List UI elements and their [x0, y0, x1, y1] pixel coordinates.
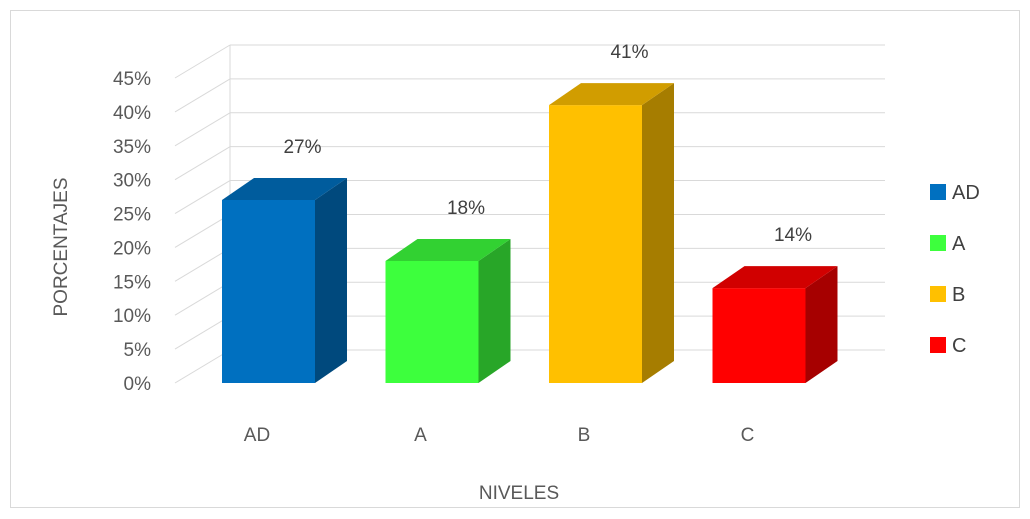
legend-swatch	[930, 286, 946, 302]
bar-top	[385, 239, 511, 261]
gridline-side	[174, 146, 231, 181]
bar-front	[222, 200, 315, 383]
bar-front	[712, 288, 806, 383]
bar-front	[385, 261, 479, 383]
x-axis-title: NIVELES	[479, 483, 559, 504]
gridline-side	[174, 281, 231, 316]
legend-swatch	[930, 184, 946, 200]
legend-item: C	[930, 335, 966, 357]
y-axis-ticks: 0% 5% 10% 15% 20% 25% 30% 35% 40% 45%	[113, 69, 151, 395]
data-label: 27%	[283, 137, 321, 158]
gridline-side	[174, 214, 231, 248]
y-tick-label: 10%	[113, 306, 151, 327]
legend-item: AD	[930, 182, 980, 204]
data-labels: 27% 18% 41% 14%	[283, 42, 812, 246]
legend-label: B	[952, 284, 965, 306]
gridline-side	[174, 349, 231, 384]
legend-label: A	[952, 233, 966, 255]
bar-c	[712, 266, 838, 383]
bar-a	[385, 239, 511, 383]
data-label: 41%	[610, 42, 648, 63]
data-label: 18%	[447, 198, 485, 219]
legend-swatch	[930, 235, 946, 251]
gridline-side	[174, 180, 231, 214]
bar-ad	[222, 178, 347, 383]
bar-side	[315, 178, 347, 383]
bar-b	[549, 83, 674, 383]
bar-front	[549, 105, 642, 383]
y-tick-label: 25%	[113, 205, 151, 226]
gridline-side	[174, 44, 231, 79]
legend-item: B	[930, 284, 965, 306]
bar-top	[712, 266, 838, 289]
legend: AD A B C	[930, 182, 980, 357]
x-tick-label: AD	[244, 425, 270, 446]
bar-top	[549, 83, 674, 106]
legend-label: AD	[952, 182, 980, 204]
bar-side	[805, 266, 838, 383]
x-tick-label: C	[741, 425, 755, 446]
bar-side	[642, 83, 674, 383]
x-tick-label: B	[578, 425, 591, 446]
gridline-side	[174, 78, 231, 113]
legend-item: A	[930, 233, 966, 255]
y-tick-label: 0%	[124, 374, 152, 395]
gridline-side	[174, 247, 231, 282]
bars	[222, 83, 838, 383]
y-tick-label: 20%	[113, 238, 151, 259]
data-label: 14%	[774, 225, 812, 246]
legend-label: C	[952, 335, 966, 357]
y-tick-label: 5%	[124, 340, 152, 361]
y-tick-label: 40%	[113, 103, 151, 124]
gridline-side	[174, 112, 231, 147]
y-tick-label: 30%	[113, 171, 151, 192]
bar-side	[478, 239, 511, 383]
y-axis-title: PORCENTAJES	[51, 177, 72, 316]
gridline-side	[174, 315, 231, 350]
legend-swatch	[930, 337, 946, 353]
bar-top	[222, 178, 347, 200]
chart-frame	[10, 10, 1020, 508]
x-tick-label: A	[414, 425, 427, 446]
y-tick-label: 45%	[113, 69, 151, 90]
y-tick-label: 35%	[113, 137, 151, 158]
y-tick-label: 15%	[113, 272, 151, 293]
x-axis-ticks: AD A B C	[244, 425, 755, 446]
